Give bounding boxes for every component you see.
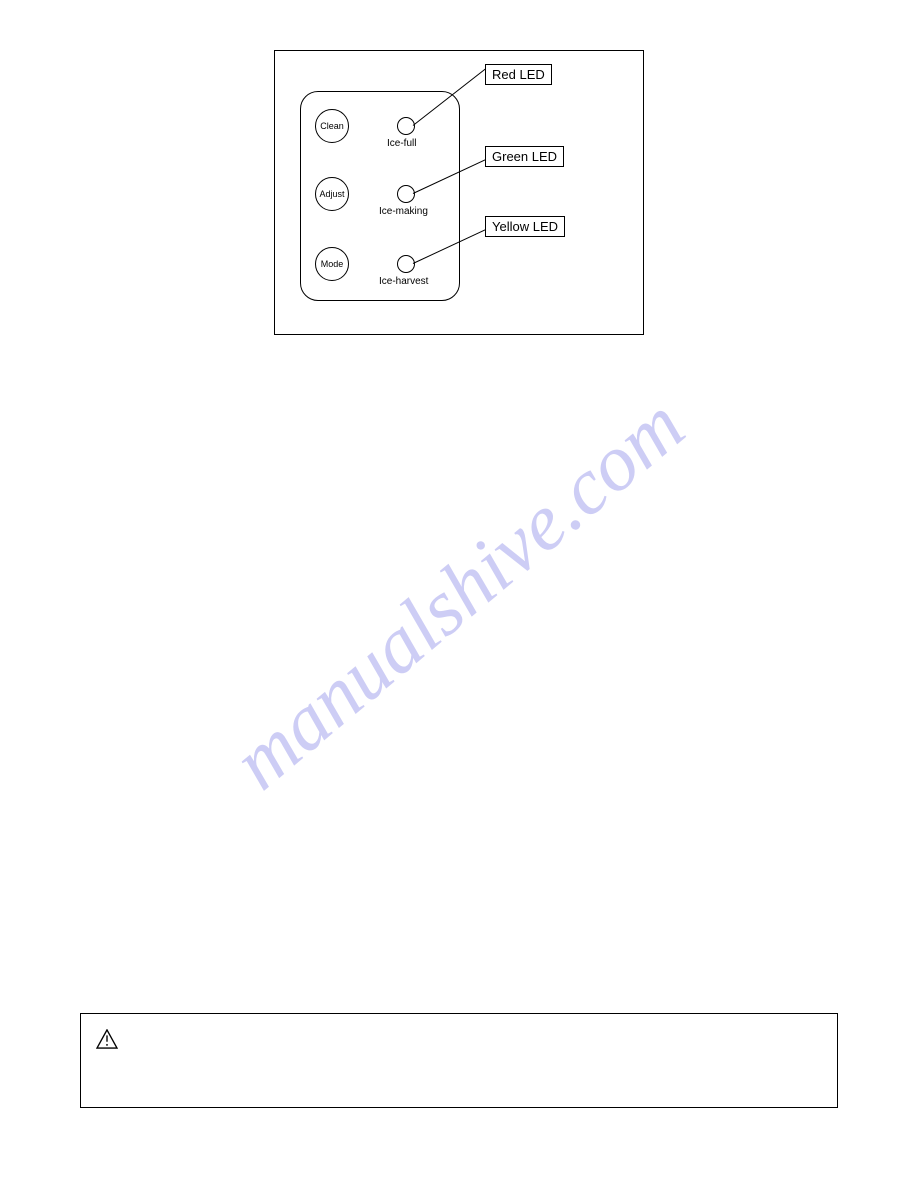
adjust-button: Adjust [315,177,349,211]
led-ice-making-label: Ice-making [379,206,428,217]
green-led-label: Green LED [485,146,564,167]
mode-button: Mode [315,247,349,281]
clean-button: Clean [315,109,349,143]
control-panel: Clean Adjust Mode Ice-full Ice-making Ic… [300,91,460,301]
led-ice-full-label: Ice-full [387,138,416,149]
yellow-led-label: Yellow LED [485,216,565,237]
watermark-text: manualshive.com [216,380,702,808]
led-ice-full [397,117,415,135]
warning-box [80,1013,838,1108]
mode-button-label: Mode [321,259,344,269]
diagram-container: Clean Adjust Mode Ice-full Ice-making Ic… [80,50,838,335]
red-led-label: Red LED [485,64,552,85]
warning-triangle-icon [96,1029,118,1049]
adjust-button-label: Adjust [319,189,344,199]
clean-button-label: Clean [320,121,344,131]
led-ice-harvest-label: Ice-harvest [379,276,428,287]
warning-icon-row [96,1029,822,1049]
diagram-frame: Clean Adjust Mode Ice-full Ice-making Ic… [274,50,644,335]
page-content: Clean Adjust Mode Ice-full Ice-making Ic… [0,0,918,365]
